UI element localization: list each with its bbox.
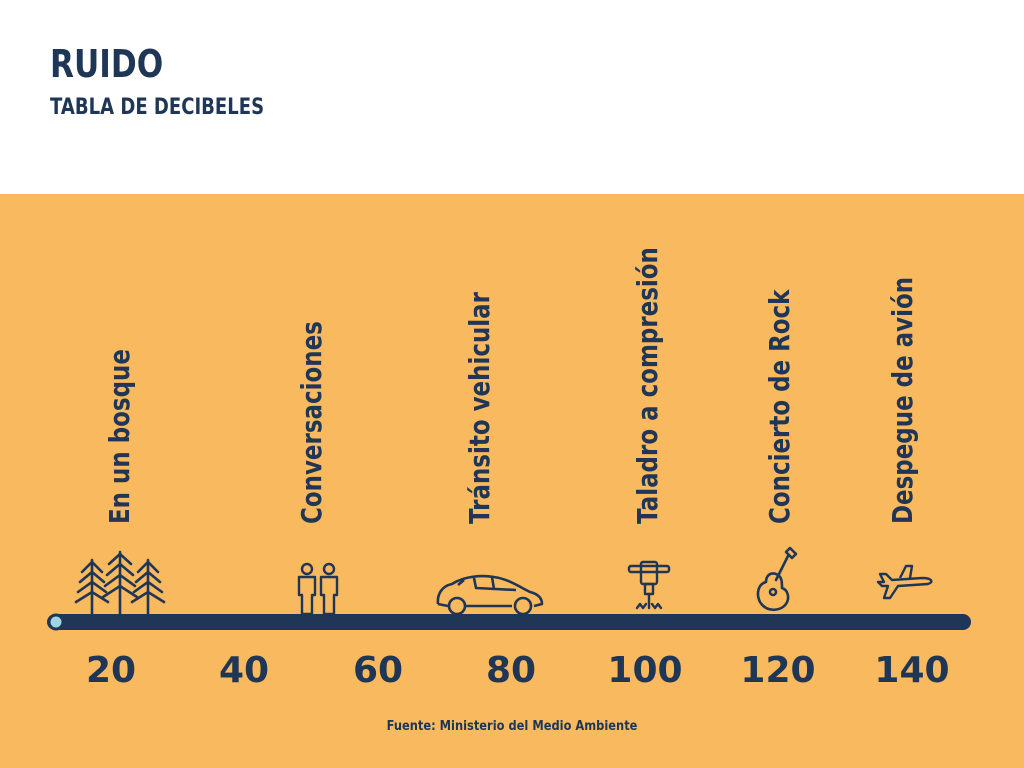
car-icon — [436, 574, 544, 616]
decibel-panel — [0, 194, 1024, 768]
tick-40: 40 — [218, 650, 270, 691]
page-title: RUIDO — [50, 42, 164, 86]
tick-60: 60 — [352, 650, 404, 691]
tick-100: 100 — [607, 650, 683, 691]
tick-140: 140 — [874, 650, 950, 691]
airplane-icon — [876, 564, 933, 600]
jackhammer-icon — [627, 560, 671, 610]
tick-120: 120 — [740, 650, 816, 691]
trees-icon — [74, 550, 166, 616]
axis-start-knob — [47, 613, 65, 631]
page-subtitle: TABLA DE DECIBELES — [50, 95, 265, 120]
source-credit: Fuente: Ministerio del Medio Ambiente — [386, 719, 638, 734]
tick-80: 80 — [485, 650, 537, 691]
tick-20: 20 — [85, 650, 137, 691]
guitar-icon — [756, 546, 798, 612]
